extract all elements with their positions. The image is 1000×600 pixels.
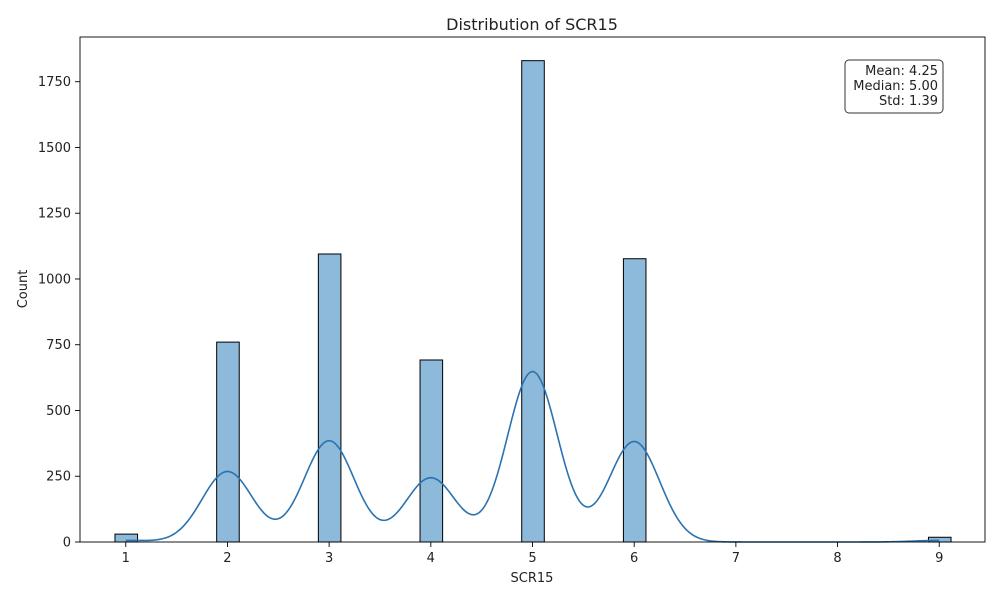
x-tick-label-1: 1	[122, 551, 130, 566]
x-tick-label-2: 2	[223, 551, 231, 566]
histogram-bar-4	[419, 359, 444, 543]
x-axis-ticks: 1 2 3 4 5 6 7 8 9	[122, 542, 943, 566]
y-tick-label-500: 500	[46, 404, 71, 419]
stats-box-border	[844, 59, 944, 114]
y-tick-label-1750: 1750	[38, 75, 71, 90]
histogram-bar-2	[216, 341, 240, 543]
y-tick-label-250: 250	[46, 470, 71, 485]
stats-box: Mean: 4.25 Median: 5.00 Std: 1.39	[844, 59, 944, 114]
x-tick-label-9: 9	[935, 551, 943, 566]
x-tick-label-5: 5	[528, 551, 536, 566]
y-tick-label-1000: 1000	[38, 272, 71, 287]
y-axis-ticks: 0 250 500 750 1000 1250 1500 1750	[38, 75, 80, 551]
histogram-bar-3	[317, 253, 342, 543]
stats-mean: Mean: 4.25	[865, 64, 938, 79]
bars-layer	[114, 60, 952, 543]
x-axis-label: SCR15	[511, 571, 554, 586]
histogram-bar-5	[521, 60, 545, 543]
y-tick-label-1250: 1250	[38, 207, 71, 222]
histogram-bar-6	[622, 258, 647, 543]
x-tick-label-7: 7	[732, 551, 740, 566]
histogram-bar-9	[927, 536, 952, 543]
chart-title: Distribution of SCR15	[446, 15, 618, 34]
x-tick-label-8: 8	[833, 551, 841, 566]
y-tick-label-1500: 1500	[38, 141, 71, 156]
y-tick-label-0: 0	[63, 536, 71, 551]
stats-median: Median: 5.00	[853, 79, 938, 94]
x-tick-label-3: 3	[325, 551, 333, 566]
y-axis-label: Count	[16, 270, 31, 309]
x-tick-label-6: 6	[630, 551, 638, 566]
y-tick-label-750: 750	[46, 338, 71, 353]
stats-std: Std: 1.39	[879, 94, 938, 109]
x-tick-label-4: 4	[427, 551, 435, 566]
